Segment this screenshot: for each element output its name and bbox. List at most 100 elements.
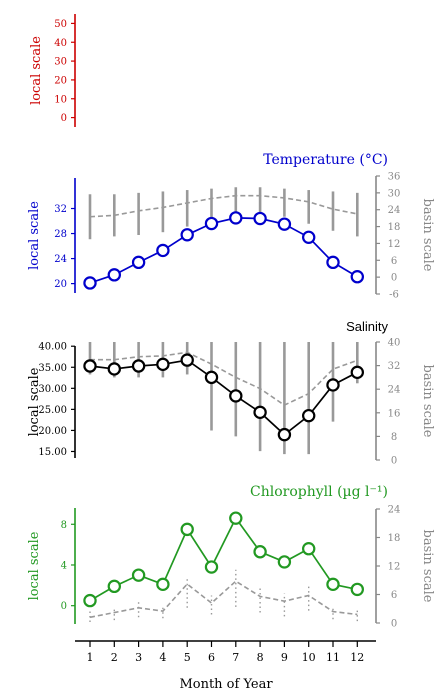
right-axis-label: basin scale [420,199,435,272]
left-axis-label: local scale [27,201,42,270]
local-series-point [204,370,219,385]
local-series-point [229,211,243,225]
panel-chlorophyll: Chlorophyll (µg l⁻¹) 0 4 8 local scale 0 6 12 18… [27,484,435,630]
left-tick-label: 15.00 [38,447,67,458]
local-series-point [350,270,364,284]
x-tick-label: 12 [350,651,364,664]
right-tick-label: 18 [388,533,401,544]
right-tick-label: 40 [388,338,401,349]
local-series-point [83,276,97,290]
panel-title: Temperature (°C) [263,152,388,168]
x-tick-label: 11 [326,651,340,664]
panel-temperature: Temperature (°C) 20 24 28 32 local scale -6 0 6 1… [27,152,435,301]
local-series-point [229,511,243,525]
left-tick-label: 20 [54,75,67,86]
right-tick-label: 12 [388,562,401,573]
panel-salinity: Salinity 15.00 20.00 25.00 30.00 35.00 40.00 lo… [27,319,435,467]
right-tick-label: 36 [388,172,401,183]
basin-mean-line [89,580,358,619]
right-tick-label: 6 [391,590,397,601]
local-series-point [204,560,219,574]
local-series-point [83,593,97,608]
left-tick-label: 4 [61,560,67,571]
local-series-point [229,389,243,403]
local-series-point [350,365,364,380]
left-tick-label: 30.00 [38,384,67,395]
local-series-point [131,359,146,373]
local-series-line [89,516,358,602]
local-series-point [277,427,292,442]
basin-mean-line [90,351,358,407]
panel-title: Chlorophyll (µg l⁻¹) [250,484,388,500]
local-series-point [326,378,340,392]
right-tick-label: 24 [388,385,401,396]
left-tick-label: 0 [61,601,67,612]
x-tick-label: 8 [257,651,264,664]
local-series-point [156,357,170,372]
left-tick-label: 25.00 [38,405,67,416]
right-tick-label: 0 [391,273,397,284]
left-tick-label: 10 [54,94,67,105]
x-tick-label: 1 [87,651,94,664]
local-series-point [302,230,316,245]
x-tick-label: 2 [111,651,118,664]
right-axis-label: basin scale [420,530,435,603]
x-tick-label: 7 [232,651,239,664]
local-series-point [107,268,122,282]
right-tick-label: 16 [388,408,401,419]
panel-empty: 0 10 20 30 40 50 local scale [29,14,76,127]
panel-title: Salinity [346,319,388,334]
right-tick-label: 8 [391,432,397,443]
left-tick-label: 50 [54,19,67,30]
local-series-point [326,577,340,592]
local-series-point [326,255,340,270]
left-tick-label: 40 [54,38,67,49]
right-tick-label: 6 [391,256,397,267]
x-axis-label: Month of Year [179,677,273,692]
x-tick-label: 10 [302,651,316,664]
left-tick-label: 30 [54,57,67,68]
left-tick-label: 40.00 [38,342,67,353]
local-series-point [180,228,194,242]
left-tick-label: 20.00 [38,426,67,437]
left-tick-label: 35.00 [38,363,67,374]
left-axis-label: local scale [27,531,42,600]
local-series-point [253,211,267,226]
left-axis-label: local scale [29,36,44,105]
basin-mean-line [89,194,358,218]
left-tick-label: 20 [54,279,67,290]
local-series-point [302,542,316,556]
x-tick-label: 4 [159,651,166,664]
right-tick-label: 12 [388,239,401,250]
local-series-point [131,568,146,582]
left-tick-label: 24 [54,254,67,265]
local-series-point [83,359,97,373]
left-tick-label: 0 [61,113,67,124]
local-series-point [156,577,170,592]
x-tick-label: 9 [281,651,288,664]
right-tick-label: 30 [388,188,401,199]
right-tick-label: 32 [388,361,401,372]
right-tick-label: 0 [391,456,397,467]
local-series-point [107,579,122,594]
left-tick-label: 8 [61,520,67,531]
right-tick-label: 24 [388,505,401,516]
local-series-point [253,545,267,559]
local-series-point [180,353,194,367]
left-tick-label: 28 [54,229,67,240]
right-tick-label: 24 [388,205,401,216]
left-axis-label: local scale [27,367,42,436]
x-tick-label: 3 [135,651,142,664]
local-series-point [253,405,267,420]
local-series-point [180,522,194,537]
local-series-point [131,255,146,270]
local-series-point [302,408,316,423]
local-series-point [204,216,219,231]
local-series-line [89,217,358,284]
local-series-point [107,362,122,376]
local-series-point [350,582,364,597]
x-tick-label: 5 [184,651,191,664]
right-axis-label: basin scale [420,365,435,438]
